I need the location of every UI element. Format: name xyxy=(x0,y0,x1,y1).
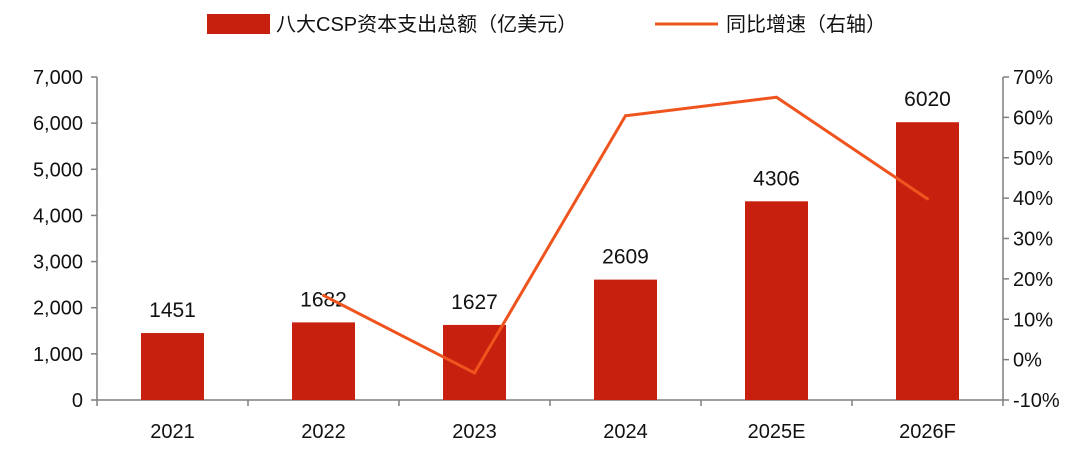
bar-data-label: 1682 xyxy=(300,288,347,311)
legend-swatch-bar xyxy=(207,14,270,34)
growth-point xyxy=(926,197,929,201)
growth-point xyxy=(473,371,476,375)
legend: 八大CSP资本支出总额（亿美元） 同比增速（右轴） xyxy=(207,13,886,36)
legend-label-line: 同比增速（右轴） xyxy=(726,13,886,36)
growth-point xyxy=(775,95,778,99)
y-right-tick-label: -10% xyxy=(1013,390,1060,412)
y-left-tick-label: 7,000 xyxy=(33,67,83,89)
bar-data-label: 6020 xyxy=(904,88,951,111)
bar xyxy=(292,322,355,400)
y-right-tick-label: 30% xyxy=(1013,229,1053,251)
x-tick-label: 2025E xyxy=(748,421,806,443)
growth-point xyxy=(322,293,325,297)
bar-data-label: 4306 xyxy=(753,167,800,190)
x-tick-label: 2024 xyxy=(603,421,648,443)
bar xyxy=(896,122,959,400)
plot-area: 0 1,000 2,000 3,000 4,000 5,000 6,000 7,000 -10%… xyxy=(33,67,1060,443)
x-tick-label: 2026F xyxy=(899,421,956,443)
y-left-tick-label: 4,000 xyxy=(33,205,83,227)
y-right-tick-label: 60% xyxy=(1013,107,1053,129)
legend-label-bar: 八大CSP资本支出总额（亿美元） xyxy=(276,13,577,36)
y-left-tick-label: 1,000 xyxy=(33,344,83,366)
y-right-tick-label: 10% xyxy=(1013,309,1053,331)
y-left-tick-label: 2,000 xyxy=(33,298,83,320)
y-left-tick-label: 5,000 xyxy=(33,159,83,181)
bar-data-label: 2609 xyxy=(602,246,649,269)
x-tick-label: 2021 xyxy=(150,421,195,443)
x-tick-label: 2023 xyxy=(452,421,497,443)
y-right-tick-label: 70% xyxy=(1013,67,1053,89)
y-right-tick-label: 20% xyxy=(1013,269,1053,291)
y-left-tick-label: 6,000 xyxy=(33,113,83,135)
bar xyxy=(594,279,657,400)
y-left-tick-label: 0 xyxy=(72,390,83,412)
bar xyxy=(745,201,808,400)
y-left-tick-label: 3,000 xyxy=(33,252,83,274)
y-right-tick-label: 40% xyxy=(1013,188,1053,210)
growth-point xyxy=(624,114,627,118)
bar-data-label: 1451 xyxy=(149,299,196,322)
x-tick-label: 2022 xyxy=(301,421,346,443)
bar-data-label: 1627 xyxy=(451,291,498,314)
y-right-tick-label: 0% xyxy=(1013,350,1042,372)
y-right-tick-label: 50% xyxy=(1013,148,1053,170)
bar xyxy=(141,333,204,400)
